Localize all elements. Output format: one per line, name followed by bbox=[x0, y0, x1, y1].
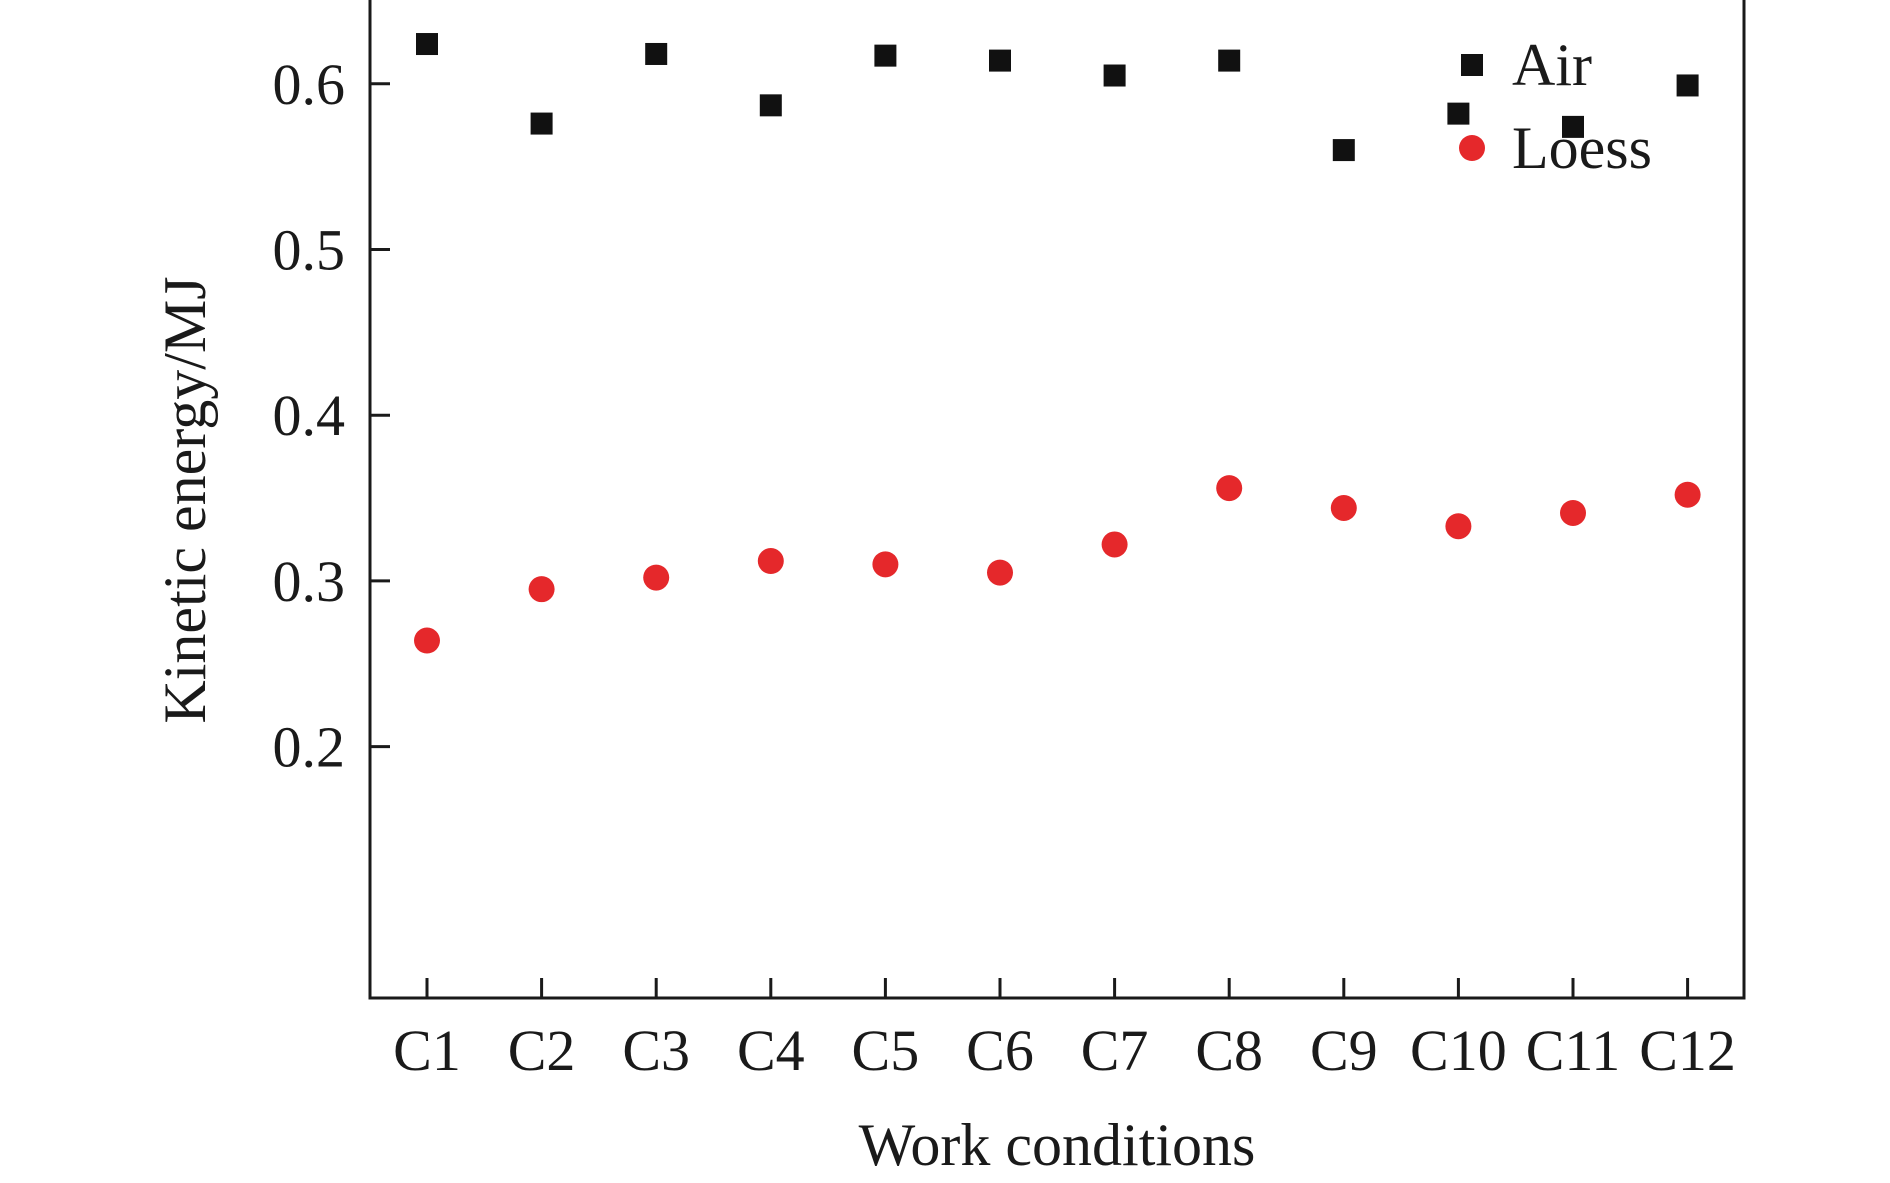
x-tick-label: C11 bbox=[1526, 1018, 1621, 1083]
point-air-c1 bbox=[416, 33, 438, 56]
point-loess-c4 bbox=[757, 548, 784, 575]
y-tick-label: 0.3 bbox=[273, 549, 346, 614]
data-points bbox=[414, 33, 1701, 654]
legend-label-loess: Loess bbox=[1512, 115, 1652, 181]
plot-frame bbox=[368, 0, 1746, 1000]
x-tick-label: C6 bbox=[966, 1018, 1034, 1083]
y-tick-label: 0.4 bbox=[273, 383, 346, 448]
point-loess-c9 bbox=[1330, 494, 1357, 521]
point-air-c9 bbox=[1332, 139, 1355, 162]
point-air-c8 bbox=[1218, 49, 1241, 72]
point-air-c11 bbox=[1562, 115, 1584, 138]
point-loess-c6 bbox=[987, 559, 1013, 586]
x-axis-ticks: C1 C2 C3 C4 C5 C6 C7 C8 C9 C10 C11 C12 bbox=[393, 978, 1736, 1083]
x-tick-label: C9 bbox=[1310, 1018, 1378, 1083]
x-tick-label: C7 bbox=[1081, 1018, 1149, 1083]
x-tick-label: C5 bbox=[852, 1018, 920, 1083]
y-tick-label: 0.5 bbox=[273, 218, 346, 283]
legend-marker-air bbox=[1461, 54, 1483, 76]
point-air-c4 bbox=[759, 94, 782, 117]
point-loess-c10 bbox=[1445, 513, 1472, 540]
point-loess-c8 bbox=[1216, 475, 1243, 502]
x-tick-label: C4 bbox=[737, 1018, 805, 1083]
point-air-c12 bbox=[1676, 74, 1699, 97]
point-air-c2 bbox=[530, 112, 553, 135]
point-air-c6 bbox=[989, 49, 1011, 72]
point-loess-c1 bbox=[414, 627, 440, 654]
point-loess-c2 bbox=[528, 576, 555, 603]
point-air-c3 bbox=[645, 42, 668, 65]
x-tick-label: C2 bbox=[508, 1018, 576, 1083]
x-tick-label: C12 bbox=[1639, 1018, 1736, 1083]
point-loess-c11 bbox=[1560, 499, 1586, 526]
point-loess-c12 bbox=[1674, 481, 1701, 508]
point-loess-c3 bbox=[643, 564, 670, 591]
point-air-c5 bbox=[874, 44, 897, 67]
point-air-c7 bbox=[1103, 64, 1126, 87]
legend-label-air: Air bbox=[1512, 32, 1592, 98]
x-tick-label: C10 bbox=[1410, 1018, 1507, 1083]
x-tick-label: C8 bbox=[1195, 1018, 1263, 1083]
y-axis-title: Kinetic energy/MJ bbox=[152, 276, 218, 723]
point-loess-c7 bbox=[1101, 531, 1128, 558]
x-tick-label: C3 bbox=[622, 1018, 690, 1083]
legend: Air Loess bbox=[1459, 32, 1652, 181]
point-air-c10 bbox=[1447, 102, 1470, 125]
y-tick-label: 0.2 bbox=[273, 715, 346, 780]
point-loess-c5 bbox=[872, 551, 899, 578]
y-axis-ticks: 0.20.30.40.50.60.7 bbox=[273, 52, 390, 780]
x-tick-label: C1 bbox=[393, 1018, 461, 1083]
x-axis-title: Work conditions bbox=[859, 1112, 1256, 1178]
legend-marker-loess bbox=[1459, 135, 1485, 161]
y-tick-label: 0.6 bbox=[273, 52, 346, 117]
